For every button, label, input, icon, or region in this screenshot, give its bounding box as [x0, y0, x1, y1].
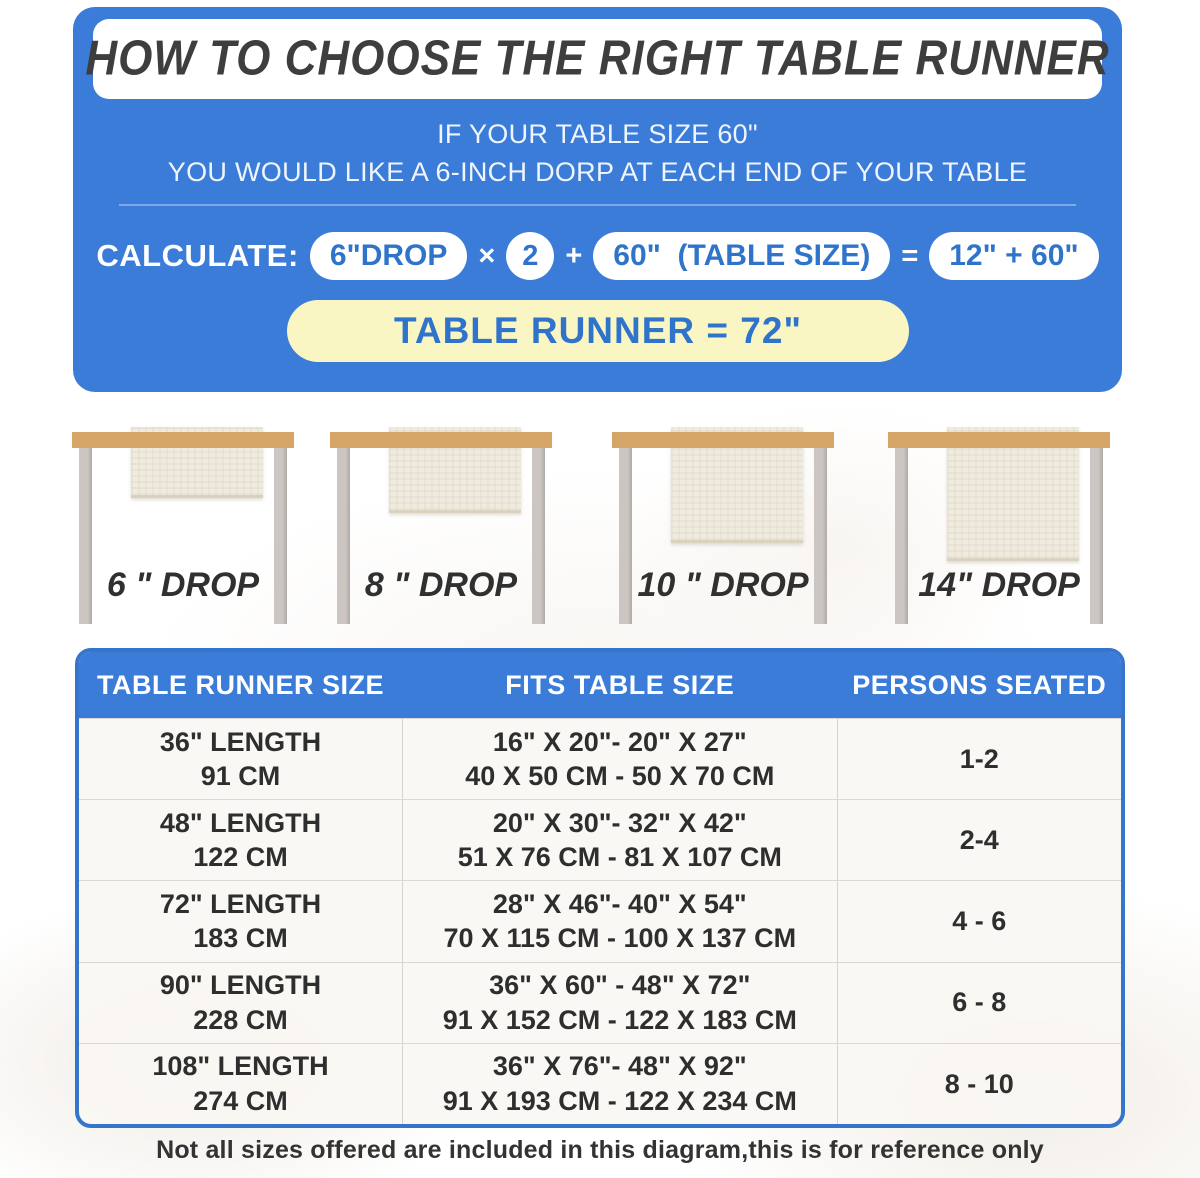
- drop-value-pill: 6"DROP: [309, 232, 468, 280]
- table-row: 90" LENGTH 228 CM 36" X 60" - 48" X 72" …: [79, 961, 1121, 1043]
- runner-size-inches: 108" LENGTH: [152, 1051, 329, 1082]
- drop-illustration-10in: 10 " DROP: [612, 427, 834, 627]
- persons-count: 2-4: [959, 825, 999, 855]
- fits-size-cell: 20" X 30"- 32" X 42" 51 X 76 CM - 81 X 1…: [402, 800, 838, 881]
- runner-size-cm: 274 CM: [193, 1085, 288, 1116]
- column-header-runner-size: TABLE RUNNER SIZE: [97, 669, 385, 700]
- drop-illustration-6in: 6 " DROP: [72, 427, 294, 627]
- table-row: 36" LENGTH 91 CM 16" X 20"- 20" X 27" 40…: [79, 718, 1121, 800]
- fits-size-cell: 28" X 46"- 40" X 54" 70 X 115 CM - 100 X…: [402, 881, 838, 962]
- table-header-row: TABLE RUNNER SIZE FITS TABLE SIZE PERSON…: [79, 652, 1121, 718]
- table-leg-right: [1090, 448, 1103, 624]
- calculation-formula: CALCULATE: 6"DROP × 2 + 60" (TABLE SIZE)…: [73, 231, 1122, 281]
- table-leg-right: [274, 448, 287, 624]
- persons-count: 4 - 6: [952, 906, 1007, 937]
- runner-size-cell: 72" LENGTH 183 CM: [79, 881, 402, 961]
- persons-count: 8 - 10: [944, 1068, 1014, 1099]
- table-row: 108" LENGTH 274 CM 36" X 76"- 48" X 92" …: [79, 1042, 1121, 1124]
- drop-illustration-8in: 8 " DROP: [330, 427, 552, 627]
- drop-label: 8 " DROP: [364, 566, 518, 604]
- page-title: HOW TO CHOOSE THE RIGHT TABLE RUNNER: [85, 31, 1110, 86]
- divider-line: [119, 204, 1076, 206]
- fits-size-inches: 20" X 30"- 32" X 42": [492, 807, 747, 838]
- tabletop-graphic: [330, 432, 552, 448]
- runner-size-cm: 183 CM: [193, 923, 288, 954]
- drop-label: 14" DROP: [918, 566, 1080, 604]
- persons-seated-cell: 8 - 10: [838, 1044, 1121, 1124]
- table-row: 48" LENGTH 122 CM 20" X 30"- 32" X 42" 5…: [79, 799, 1121, 881]
- tabletop-graphic: [888, 432, 1110, 448]
- fits-size-inches: 36" X 60" - 48" X 72": [489, 970, 751, 1001]
- equals-sign: =: [901, 239, 919, 272]
- table-leg-left: [337, 448, 350, 624]
- sum-pill: 12" + 60": [929, 232, 1099, 280]
- fits-size-cell: 36" X 76"- 48" X 92" 91 X 193 CM - 122 X…: [402, 1043, 838, 1124]
- table-leg-left: [79, 448, 92, 624]
- persons-count: 6 - 8: [952, 987, 1007, 1018]
- drop-label: 6 " DROP: [106, 566, 260, 604]
- drop-illustration-14in: 14" DROP: [888, 427, 1110, 627]
- persons-seated-cell: 4 - 6: [838, 881, 1121, 961]
- fits-size-cm: 40 X 50 CM - 50 X 70 CM: [465, 761, 775, 792]
- fits-size-inches: 36" X 76"- 48" X 92": [492, 1051, 747, 1082]
- subtitle-line-1: IF YOUR TABLE SIZE 60": [437, 119, 758, 149]
- runner-size-inches: 72" LENGTH: [159, 888, 322, 919]
- persons-seated-cell: 2-4: [838, 800, 1121, 880]
- column-header-persons-seated: PERSONS SEATED: [852, 669, 1107, 700]
- multiply-sign: ×: [478, 239, 496, 272]
- disclaimer-note: Not all sizes offered are included in th…: [156, 1136, 1044, 1164]
- tabletop-graphic: [612, 432, 834, 448]
- column-header-fits-table-size: FITS TABLE SIZE: [505, 669, 735, 700]
- tabletop-graphic: [72, 432, 294, 448]
- drop-label: 10 " DROP: [637, 566, 809, 604]
- fits-size-cm: 91 X 193 CM - 122 X 234 CM: [442, 1085, 797, 1116]
- fits-size-inches: 16" X 20"- 20" X 27": [492, 726, 747, 757]
- runner-size-inches: 36" LENGTH: [159, 726, 322, 757]
- table-leg-right: [532, 448, 545, 624]
- table-row: 72" LENGTH 183 CM 28" X 46"- 40" X 54" 7…: [79, 880, 1121, 962]
- runner-graphic: [389, 427, 521, 513]
- runner-size-inches: 48" LENGTH: [159, 807, 322, 838]
- table-size-pill: 60" (TABLE SIZE): [593, 232, 891, 280]
- header-panel: HOW TO CHOOSE THE RIGHT TABLE RUNNER IF …: [73, 7, 1122, 392]
- runner-size-cm: 228 CM: [193, 1004, 288, 1035]
- size-reference-table: TABLE RUNNER SIZE FITS TABLE SIZE PERSON…: [75, 648, 1125, 1128]
- fits-size-cm: 51 X 76 CM - 81 X 107 CM: [457, 842, 782, 873]
- runner-graphic: [947, 427, 1079, 561]
- table-leg-right: [814, 448, 827, 624]
- title-banner: HOW TO CHOOSE THE RIGHT TABLE RUNNER: [85, 19, 1109, 99]
- multiplier-badge: 2: [506, 232, 555, 280]
- persons-seated-cell: 6 - 8: [838, 963, 1121, 1043]
- fits-size-cm: 91 X 152 CM - 122 X 183 CM: [442, 1004, 797, 1035]
- runner-size-cm: 91 CM: [200, 761, 281, 792]
- fits-size-cell: 16" X 20"- 20" X 27" 40 X 50 CM - 50 X 7…: [402, 719, 838, 800]
- result-banner: TABLE RUNNER = 72": [287, 300, 909, 362]
- runner-size-cell: 48" LENGTH 122 CM: [79, 800, 402, 880]
- fits-size-inches: 28" X 46"- 40" X 54": [492, 888, 747, 919]
- table-leg-left: [895, 448, 908, 624]
- calculate-label: CALCULATE:: [96, 238, 299, 273]
- fits-size-cm: 70 X 115 CM - 100 X 137 CM: [443, 923, 797, 954]
- table-leg-left: [619, 448, 632, 624]
- fits-size-cell: 36" X 60" - 48" X 72" 91 X 152 CM - 122 …: [402, 962, 838, 1043]
- runner-size-inches: 90" LENGTH: [159, 970, 322, 1001]
- runner-size-cell: 108" LENGTH 274 CM: [79, 1044, 402, 1124]
- runner-size-cell: 36" LENGTH 91 CM: [79, 719, 402, 799]
- plus-sign: +: [565, 239, 583, 272]
- runner-size-cell: 90" LENGTH 228 CM: [79, 963, 402, 1043]
- persons-seated-cell: 1-2: [838, 719, 1121, 799]
- subtitle-line-2: YOU WOULD LIKE A 6-INCH DORP AT EACH END…: [167, 157, 1028, 187]
- persons-count: 1-2: [959, 743, 999, 774]
- runner-size-cm: 122 CM: [193, 842, 288, 873]
